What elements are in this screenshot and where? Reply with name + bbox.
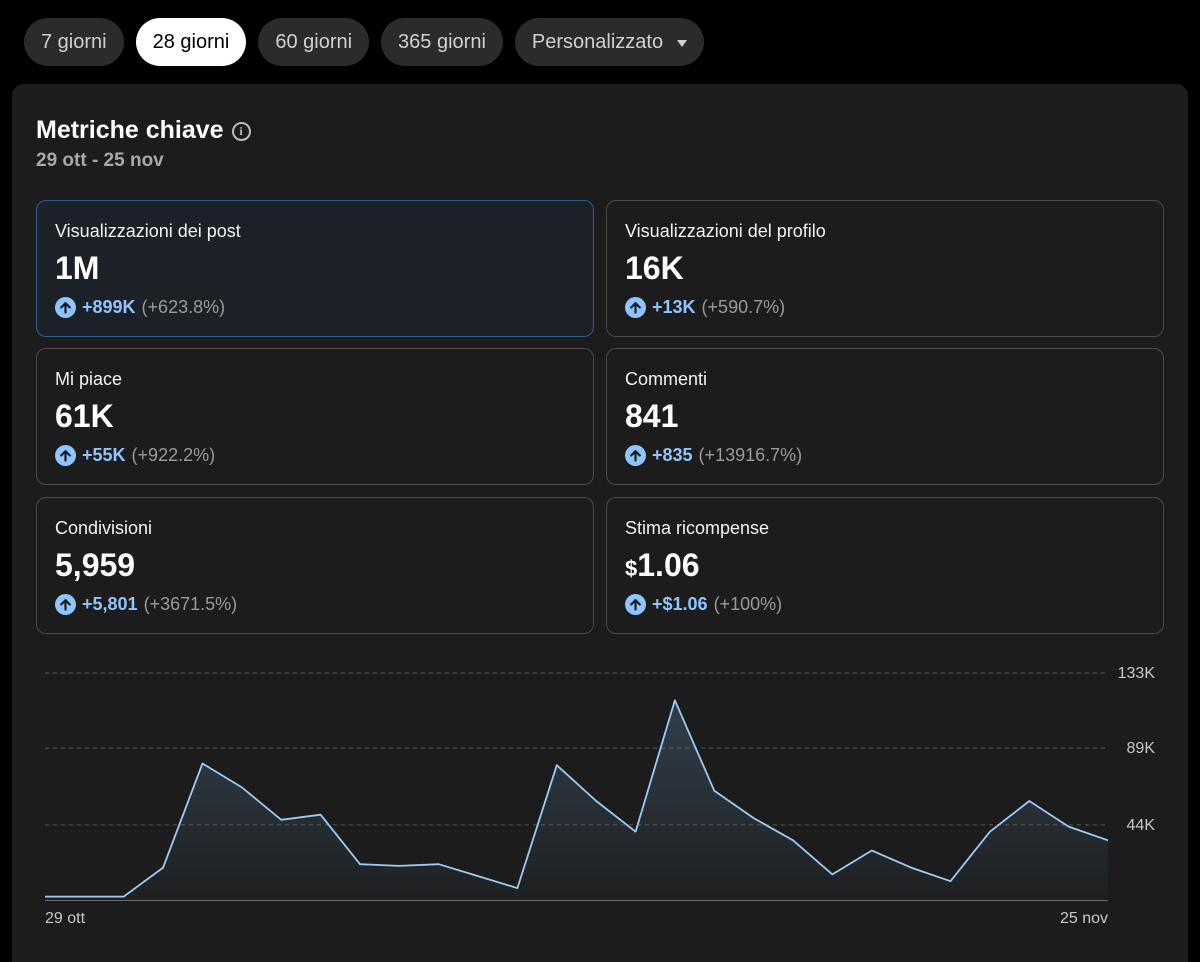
arrow-up-icon <box>625 297 646 318</box>
delta-percent: (+100%) <box>713 594 783 614</box>
tab-60-giorni[interactable]: 60 giorni <box>258 18 370 66</box>
metric-delta: +5,801 (+3671.5%) <box>55 594 237 615</box>
chart-point[interactable] <box>118 891 130 903</box>
metric-delta: +55K (+922.2%) <box>55 445 215 466</box>
metric-card-comments[interactable]: Commenti 841 +835 (+13916.7%) <box>606 348 1164 485</box>
chart-point[interactable] <box>630 826 642 838</box>
metric-delta: +13K (+590.7%) <box>625 297 785 318</box>
x-tick-label-end: 25 nov <box>1060 910 1108 927</box>
chart-point[interactable] <box>669 694 681 706</box>
metric-value: 1M <box>55 250 100 286</box>
chart-point[interactable] <box>1102 834 1114 846</box>
chart-point[interactable] <box>1023 795 1035 807</box>
delta-absolute: +13K <box>652 297 696 317</box>
metric-label: Stima ricompense <box>625 518 770 538</box>
chart-point[interactable] <box>196 757 208 769</box>
chart-point[interactable] <box>708 785 720 797</box>
chart-point[interactable] <box>472 870 484 882</box>
metric-card-profile-views[interactable]: Visualizzazioni del profilo 16K +13K (+5… <box>606 200 1164 337</box>
delta-absolute: +5,801 <box>82 594 138 614</box>
chart-point[interactable] <box>905 862 917 874</box>
metric-value: 61K <box>55 398 114 434</box>
arrow-up-icon <box>55 445 76 466</box>
metric-card-likes[interactable]: Mi piace 61K +55K (+922.2%) <box>36 348 594 485</box>
key-metrics-panel: Metriche chiave i 29 ott - 25 nov Visual… <box>12 84 1188 962</box>
metric-delta: +899K (+623.8%) <box>55 297 225 318</box>
x-tick-label-start: 29 ott <box>45 910 86 927</box>
metric-label: Mi piace <box>55 369 123 389</box>
tab-365-giorni[interactable]: 365 giorni <box>381 18 503 66</box>
delta-absolute: +899K <box>82 297 136 317</box>
chart-point[interactable] <box>826 868 838 880</box>
metric-card-post-views[interactable]: Visualizzazioni dei post 1M +899K (+623.… <box>36 200 594 337</box>
chart-point[interactable] <box>157 862 169 874</box>
tab-7-giorni[interactable]: 7 giorni <box>24 18 124 66</box>
period-tabs: 7 giorni 28 giorni 60 giorni 365 giorni … <box>24 18 705 66</box>
chart-area-fill <box>45 700 1108 900</box>
info-icon[interactable]: i <box>231 122 251 141</box>
metric-label: Commenti <box>625 369 708 389</box>
y-tick-label: 89K <box>1127 740 1156 757</box>
metric-value: 5,959 <box>55 547 136 583</box>
chart-point[interactable] <box>590 795 602 807</box>
delta-percent: (+922.2%) <box>131 445 216 465</box>
chart-point[interactable] <box>1063 821 1075 833</box>
metric-value-row: $1.06 <box>625 547 700 584</box>
chart-point[interactable] <box>787 834 799 846</box>
tab-28-giorni[interactable]: 28 giorni <box>135 18 247 66</box>
delta-percent: (+623.8%) <box>141 297 226 317</box>
metric-value: 841 <box>625 398 679 434</box>
delta-absolute: +835 <box>652 445 693 465</box>
tab-label: 28 giorni <box>152 30 230 53</box>
chart-series-line <box>45 699 1109 898</box>
y-tick-label: 44K <box>1127 817 1156 834</box>
chart-point[interactable] <box>984 826 996 838</box>
chart-point[interactable] <box>39 891 51 903</box>
delta-percent: (+13916.7%) <box>698 445 803 465</box>
metric-value: 1.06 <box>637 547 700 583</box>
chart-point[interactable] <box>748 812 760 824</box>
tab-label: Personalizzato <box>531 30 664 53</box>
post-views-chart[interactable]: 44K 89K 133K 29 ott 25 nov <box>12 84 1188 962</box>
chart-point[interactable] <box>236 781 248 793</box>
metric-delta: +$1.06 (+100%) <box>625 594 782 615</box>
tab-label: 365 giorni <box>398 30 486 53</box>
currency-symbol: $ <box>625 556 638 581</box>
chart-point[interactable] <box>275 814 287 826</box>
chart-point[interactable] <box>551 759 563 771</box>
metric-delta: +835 (+13916.7%) <box>625 445 802 466</box>
metric-card-estimated-rewards[interactable]: Stima ricompense $1.06 +$1.06 (+100%) <box>606 497 1164 634</box>
chart-point[interactable] <box>511 882 523 894</box>
metric-card-shares[interactable]: Condivisioni 5,959 +5,801 (+3671.5%) <box>36 497 594 634</box>
metric-value: 16K <box>625 250 684 286</box>
chart-point[interactable] <box>945 875 957 887</box>
chart-point[interactable] <box>866 845 878 857</box>
delta-percent: (+3671.5%) <box>143 594 238 614</box>
chevron-down-icon <box>677 39 688 47</box>
metric-label: Visualizzazioni del profilo <box>625 221 826 241</box>
tab-label: 7 giorni <box>41 30 107 53</box>
tab-label: 60 giorni <box>275 30 353 53</box>
tab-personalizzato-dropdown[interactable]: Personalizzato <box>514 18 705 66</box>
chart-point[interactable] <box>433 858 445 870</box>
chart-point[interactable] <box>315 809 327 821</box>
delta-absolute: +55K <box>82 445 126 465</box>
metric-label: Condivisioni <box>55 518 153 538</box>
panel-title: Metriche chiave <box>36 116 224 144</box>
arrow-up-icon <box>55 594 76 615</box>
chart-point[interactable] <box>393 860 405 872</box>
panel-title-row: Metriche chiave i <box>36 116 251 145</box>
delta-absolute: +$1.06 <box>652 594 708 614</box>
delta-percent: (+590.7%) <box>701 297 786 317</box>
chart-point[interactable] <box>78 891 90 903</box>
metric-label: Visualizzazioni dei post <box>55 221 241 241</box>
arrow-up-icon <box>55 297 76 318</box>
y-tick-label: 133K <box>1118 665 1156 682</box>
date-range: 29 ott - 25 nov <box>36 150 164 171</box>
arrow-up-icon <box>625 594 646 615</box>
arrow-up-icon <box>625 445 646 466</box>
chart-point[interactable] <box>354 858 366 870</box>
